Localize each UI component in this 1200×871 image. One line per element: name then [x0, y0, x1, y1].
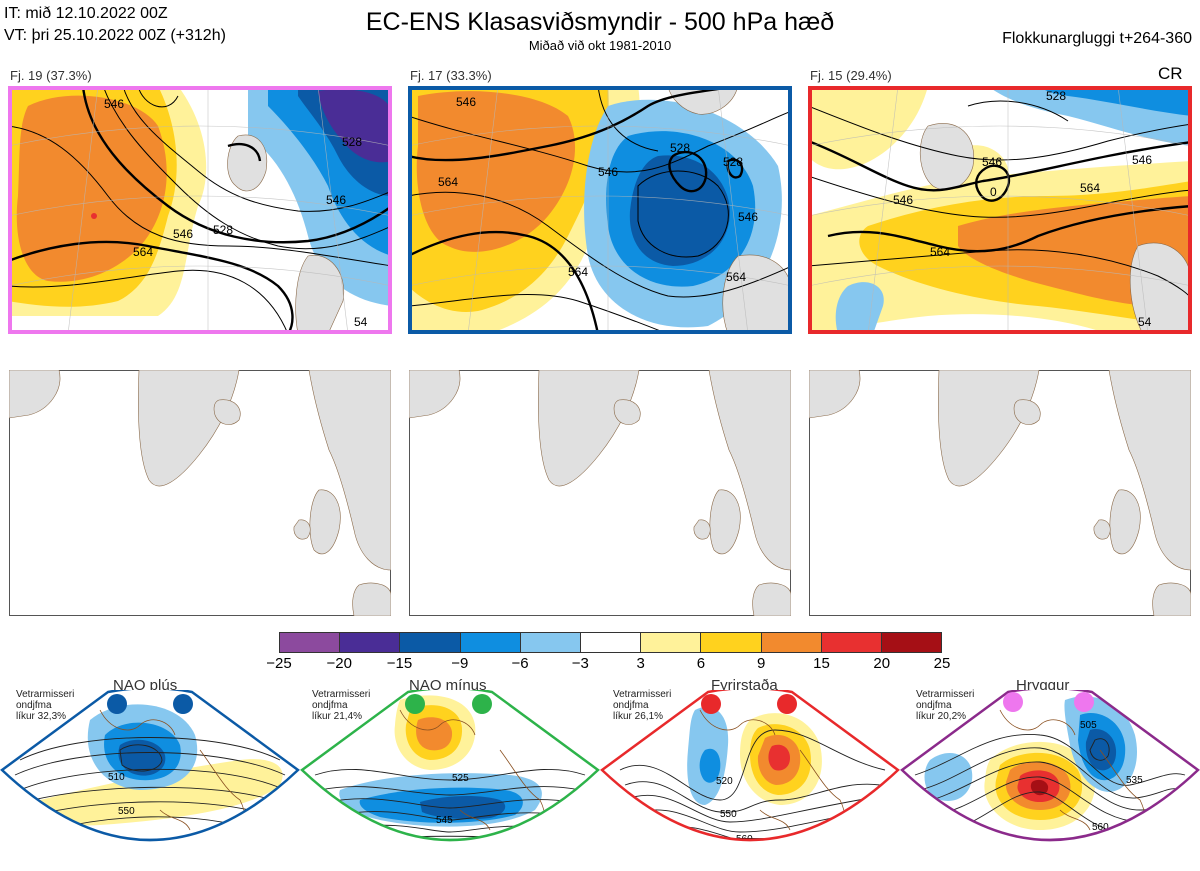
colorbar-segment — [280, 633, 341, 652]
contour-label: 546 — [326, 193, 346, 207]
contour-label: 550 — [118, 806, 135, 817]
colorbar-tick-label: 3 — [636, 655, 645, 672]
regime-3-info: Vetrarmisseri ondjfma líkur 26,1% — [613, 689, 672, 722]
contour-label: 546 — [982, 155, 1002, 169]
contour-label: 564 — [568, 265, 588, 279]
contour-label: 545 — [436, 815, 453, 826]
base-map-2 — [409, 370, 791, 616]
header-times: IT: mið 12.10.2022 00Z VT: þri 25.10.202… — [4, 3, 226, 47]
page-title: EC-ENS Klasasviðsmyndir - 500 hPa hæð — [365, 8, 835, 36]
colorbar-tick-label: 9 — [757, 655, 766, 672]
contour-label: 550 — [720, 809, 737, 820]
regime-map-nao-minus: 525 545 565 — [300, 690, 600, 860]
cluster-map-3: 528 546 546 546 564 564 0 54 — [808, 86, 1192, 334]
regime-map-fyrirstada: 520 550 560 — [600, 690, 900, 845]
contour-label: 546 — [173, 227, 193, 241]
colorbar-tick-label: −3 — [571, 655, 589, 672]
colorbar-tick-label: 6 — [696, 655, 706, 672]
contour-label: 565 — [446, 849, 463, 860]
contour-label: 546 — [456, 95, 476, 109]
base-map-1 — [9, 370, 391, 616]
contour-label: 560 — [1092, 822, 1109, 833]
contour-label: 528 — [1046, 89, 1066, 103]
regime-2-marker-right — [472, 694, 492, 714]
colorbar-segment — [641, 633, 702, 652]
colorbar-tick-label: 15 — [813, 655, 830, 672]
contour-label: 54 — [354, 315, 368, 329]
contour-label: 528 — [342, 135, 362, 149]
regime-2-info: Vetrarmisseri ondjfma líkur 21,4% — [312, 689, 371, 722]
contour-label: 54 — [1138, 315, 1152, 329]
contour-label: 564 — [930, 245, 950, 259]
colorbar-segment — [520, 633, 581, 652]
regime-4-marker-right — [1074, 692, 1094, 712]
colorbar-segment — [400, 633, 461, 652]
regime-1-marker-left — [107, 694, 127, 714]
colorbar-segment — [460, 633, 521, 652]
colorbar-segment — [761, 633, 822, 652]
valid-time: VT: þri 25.10.2022 00Z (+312h) — [4, 27, 226, 44]
cluster-map-1: 546 528 546 564 546 528 54 — [8, 86, 392, 334]
colorbar-segment — [881, 633, 942, 652]
regime-3-marker-left — [701, 694, 721, 714]
init-time: IT: mið 12.10.2022 00Z — [4, 5, 168, 22]
contour-label: 528 — [723, 155, 743, 169]
contour-label: 546 — [893, 193, 913, 207]
colorbar-tick-label: 20 — [873, 655, 891, 672]
regime-1-info: Vetrarmisseri ondjfma líkur 32,3% — [16, 689, 75, 722]
page-subtitle: Miðað við okt 1981-2010 — [528, 38, 672, 53]
colorbar-segment — [821, 633, 882, 652]
colorbar-tick-label: −9 — [451, 655, 469, 672]
contour-label: 510 — [108, 772, 125, 783]
cluster-1-label: Fj. 19 (37.3%) — [10, 68, 92, 83]
regime-4-info: Vetrarmisseri ondjfma líkur 20,2% — [916, 689, 975, 722]
colorbar — [279, 632, 942, 653]
contour-label: 528 — [213, 223, 233, 237]
colorbar-tick-label: −25 — [266, 655, 292, 672]
regime-1-marker-right — [173, 694, 193, 714]
contour-label: 564 — [1080, 181, 1100, 195]
contour-label: 564 — [438, 175, 458, 189]
contour-label: 528 — [670, 141, 690, 155]
cluster-3-frame — [808, 86, 1192, 334]
colorbar-tick-label: −6 — [511, 655, 529, 672]
contour-label: 520 — [716, 776, 733, 787]
colorbar-segment — [580, 633, 642, 652]
base-map-3 — [809, 370, 1191, 616]
contour-label: 535 — [1126, 775, 1143, 786]
cluster-2-label: Fj. 17 (33.3%) — [410, 68, 492, 83]
cluster-3-label: Fj. 15 (29.4%) — [810, 68, 892, 83]
cluster-2-frame — [408, 86, 792, 334]
cluster-map-2: 546 564 546 528 528 546 564 564 — [408, 86, 792, 334]
colorbar-tick-label: 25 — [933, 655, 951, 672]
regime-2-marker-left — [405, 694, 425, 714]
contour-label: 0 — [990, 185, 997, 199]
colorbar-segment — [340, 633, 401, 652]
regime-map-hryggur: 505 535 560 — [900, 690, 1200, 842]
classification-window: Flokkunargluggi t+264-360 — [1002, 30, 1192, 47]
contour-label: 546 — [104, 97, 124, 111]
colorbar-tick-label: −15 — [386, 655, 413, 672]
contour-label: 564 — [726, 270, 746, 284]
regime-map-nao-plus: 510 550 — [0, 690, 300, 842]
colorbar-segment — [701, 633, 762, 652]
colorbar-tick-label: −20 — [326, 655, 352, 672]
contour-label: 505 — [1080, 720, 1097, 731]
cluster-1-frame — [8, 86, 392, 334]
regime-4-marker-left — [1003, 692, 1023, 712]
cluster-3-tag: CR — [1158, 64, 1183, 83]
regime-3-marker-right — [777, 694, 797, 714]
contour-label: 546 — [738, 210, 758, 224]
contour-label: 564 — [133, 245, 153, 259]
contour-label: 546 — [1132, 153, 1152, 167]
contour-label: 546 — [598, 165, 618, 179]
contour-label: 525 — [452, 773, 469, 784]
contour-label: 560 — [736, 834, 753, 845]
